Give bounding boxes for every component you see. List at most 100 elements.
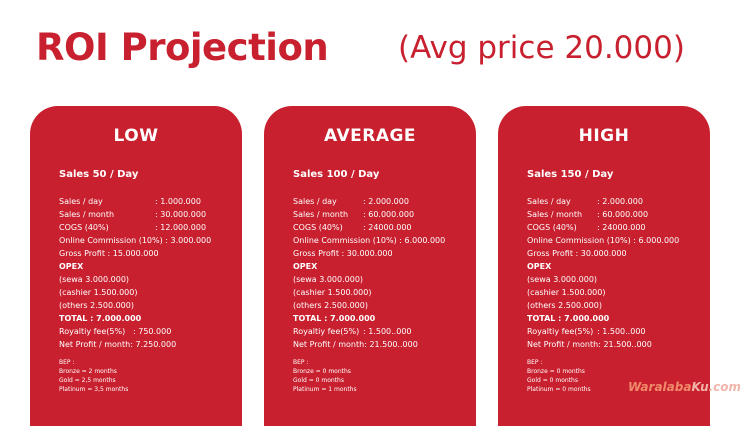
row-label: Net Profit / month bbox=[293, 340, 365, 349]
opex-item: (cashier 1.500.000) bbox=[527, 288, 606, 297]
row-commission: Online Commission (10%) : 3.000.000 bbox=[59, 234, 211, 247]
row-label: Sales / month bbox=[59, 210, 115, 219]
page-subtitle: (Avg price 20.000) bbox=[398, 30, 685, 66]
row-value: : 12.000.000 bbox=[155, 223, 207, 232]
row-label: Sales / month bbox=[293, 210, 349, 219]
opex-item: (sewa 3.000.000) bbox=[527, 275, 598, 284]
row-label: Online Commission (10%) bbox=[527, 236, 631, 245]
card-heading: HIGH bbox=[578, 126, 630, 146]
row-value: : 1.000.000 bbox=[155, 197, 201, 206]
row-gross-profit: Gross Profit : 30.000.000 bbox=[293, 247, 445, 260]
row-value: : 2.000.000 bbox=[363, 197, 409, 206]
opex-label: OPEX bbox=[293, 262, 318, 271]
bep-bronze: Bronze = 0 months bbox=[293, 368, 351, 375]
row-label: Sales / month bbox=[527, 210, 583, 219]
row-label: Gross Profit bbox=[59, 249, 105, 258]
watermark-logo: WaralabaKu.com bbox=[628, 380, 740, 394]
row-label: Sales / day bbox=[59, 197, 103, 206]
opex-item: (sewa 3.000.000) bbox=[59, 275, 130, 284]
opex-label: OPEX bbox=[59, 262, 84, 271]
row-sales-month: Sales / month : 30.000.000 bbox=[59, 208, 211, 221]
card-low: LOW Sales 50 / Day Sales / day: 1.000.00… bbox=[30, 106, 242, 426]
row-label: Sales / day bbox=[293, 197, 337, 206]
row-label: Royaltiy fee(5%) bbox=[59, 327, 126, 336]
row-value: : 7.250.000 bbox=[130, 340, 177, 349]
bep-platinum: Platinum = 1 months bbox=[293, 386, 357, 393]
card-high: HIGH Sales 150 / Day Sales / day : 2.000.… bbox=[498, 106, 710, 426]
row-value: : 6.000.000 bbox=[633, 236, 680, 245]
sales-label: Sales 100 / Day bbox=[293, 169, 380, 180]
row-sales-day: Sales / day : 1.000.000 bbox=[59, 195, 211, 208]
row-label: COGS (40%) bbox=[59, 223, 109, 232]
page-title: ROI Projection bbox=[36, 26, 329, 69]
opex-item: (others 2.500.000) bbox=[527, 301, 602, 310]
row-gross-profit: Gross Profit : 30.000.000 bbox=[527, 247, 679, 260]
row-value: : 24000.000 bbox=[363, 223, 412, 232]
row-sales-month: Sales / month : 60.000.000 bbox=[527, 208, 679, 221]
row-label: Royaltiy fee(5%) bbox=[527, 327, 594, 336]
row-label: Gross Profit bbox=[527, 249, 573, 258]
row-sales-day: Sales / day : 2.000.000 bbox=[527, 195, 679, 208]
opex-item: (sewa 3.000.000) bbox=[293, 275, 364, 284]
row-label: Online Commission (10%) bbox=[59, 236, 163, 245]
watermark-prefix: Waralaba bbox=[628, 380, 692, 394]
opex-item: (cashier 1.500.000) bbox=[293, 288, 372, 297]
row-value: : 21.500..000 bbox=[364, 340, 418, 349]
row-net-profit: Net Profit / month: 21.500..000 bbox=[293, 338, 445, 351]
opex-item: (others 2.500.000) bbox=[59, 301, 134, 310]
row-net-profit: Net Profit / month: 7.250.000 bbox=[59, 338, 211, 351]
row-value: : 30.000.000 bbox=[155, 210, 207, 219]
card-average: AVERAGE Sales 100 / Day Sales / day : 2.0… bbox=[264, 106, 476, 426]
bep-platinum: Platinum = 3,5 months bbox=[59, 386, 129, 393]
row-value: : 750.000 bbox=[133, 327, 172, 336]
bep-title: BEP : bbox=[59, 359, 75, 366]
row-label: Net Profit / month bbox=[527, 340, 599, 349]
row-value: : 1.500..000 bbox=[363, 327, 412, 336]
row-value: : 3.000.000 bbox=[165, 236, 212, 245]
bep-gold: Gold = 2,5 months bbox=[59, 377, 116, 384]
figures-list: Sales / day : 1.000.000 Sales / month : 30… bbox=[59, 195, 211, 351]
row-label: Net Profit / month bbox=[59, 340, 131, 349]
row-value: : 60.000.000 bbox=[363, 210, 415, 219]
opex-total: TOTAL : 7.000.000 bbox=[527, 314, 610, 323]
bep-title: BEP : bbox=[527, 359, 543, 366]
row-value: : 1.500..000 bbox=[597, 327, 646, 336]
row-cogs: COGS (40%) : 24000.000 bbox=[293, 221, 445, 234]
sales-label: Sales 150 / Day bbox=[527, 169, 614, 180]
bep-block: BEP : Bronze = 0 months Gold = 0 months … bbox=[293, 358, 357, 394]
row-label: Sales / day bbox=[527, 197, 571, 206]
opex-total: TOTAL : 7.000.000 bbox=[59, 314, 142, 323]
opex-label: OPEX bbox=[527, 262, 552, 271]
row-royalty: Royaltiy fee(5%): 1.500..000 bbox=[527, 325, 679, 338]
bep-block: BEP : Bronze = 0 months Gold = 0 months … bbox=[527, 358, 591, 394]
figures-list: Sales / day : 2.000.000 Sales / month : 60… bbox=[527, 195, 679, 351]
row-value: : 60.000.000 bbox=[597, 210, 649, 219]
opex-item: (cashier 1.500.000) bbox=[59, 288, 138, 297]
row-label: COGS (40%) bbox=[527, 223, 577, 232]
bep-platinum: Platinum = 0 months bbox=[527, 386, 591, 393]
row-cogs: COGS (40%) : 12.000.000 bbox=[59, 221, 211, 234]
row-net-profit: Net Profit / month: 21.500..000 bbox=[527, 338, 679, 351]
row-value: : 6.000.000 bbox=[399, 236, 446, 245]
row-value: : 30.000.000 bbox=[341, 249, 393, 258]
row-sales-day: Sales / day : 2.000.000 bbox=[293, 195, 445, 208]
row-cogs: COGS (40%) : 24000.000 bbox=[527, 221, 679, 234]
row-commission: Online Commission (10%) : 6.000.000 bbox=[527, 234, 679, 247]
row-value: : 2.000.000 bbox=[597, 197, 643, 206]
row-royalty: Royaltiy fee(5%): 1.500..000 bbox=[293, 325, 445, 338]
row-label: Online Commission (10%) bbox=[293, 236, 397, 245]
opex-item: (others 2.500.000) bbox=[293, 301, 368, 310]
opex-total: TOTAL : 7.000.000 bbox=[293, 314, 376, 323]
row-value: : 15.000.000 bbox=[107, 249, 159, 258]
bep-block: BEP : Bronze = 2 months Gold = 2,5 month… bbox=[59, 358, 128, 394]
card-heading: AVERAGE bbox=[323, 126, 417, 146]
bep-gold: Gold = 0 months bbox=[527, 377, 578, 384]
row-value: : 30.000.000 bbox=[575, 249, 627, 258]
row-label: COGS (40%) bbox=[293, 223, 343, 232]
figures-list: Sales / day : 2.000.000 Sales / month : 60… bbox=[293, 195, 445, 351]
row-value: : 24000.000 bbox=[597, 223, 646, 232]
row-label: Royaltiy fee(5%) bbox=[293, 327, 360, 336]
card-heading: LOW bbox=[113, 126, 159, 146]
bep-title: BEP : bbox=[293, 359, 309, 366]
row-sales-month: Sales / month : 60.000.000 bbox=[293, 208, 445, 221]
